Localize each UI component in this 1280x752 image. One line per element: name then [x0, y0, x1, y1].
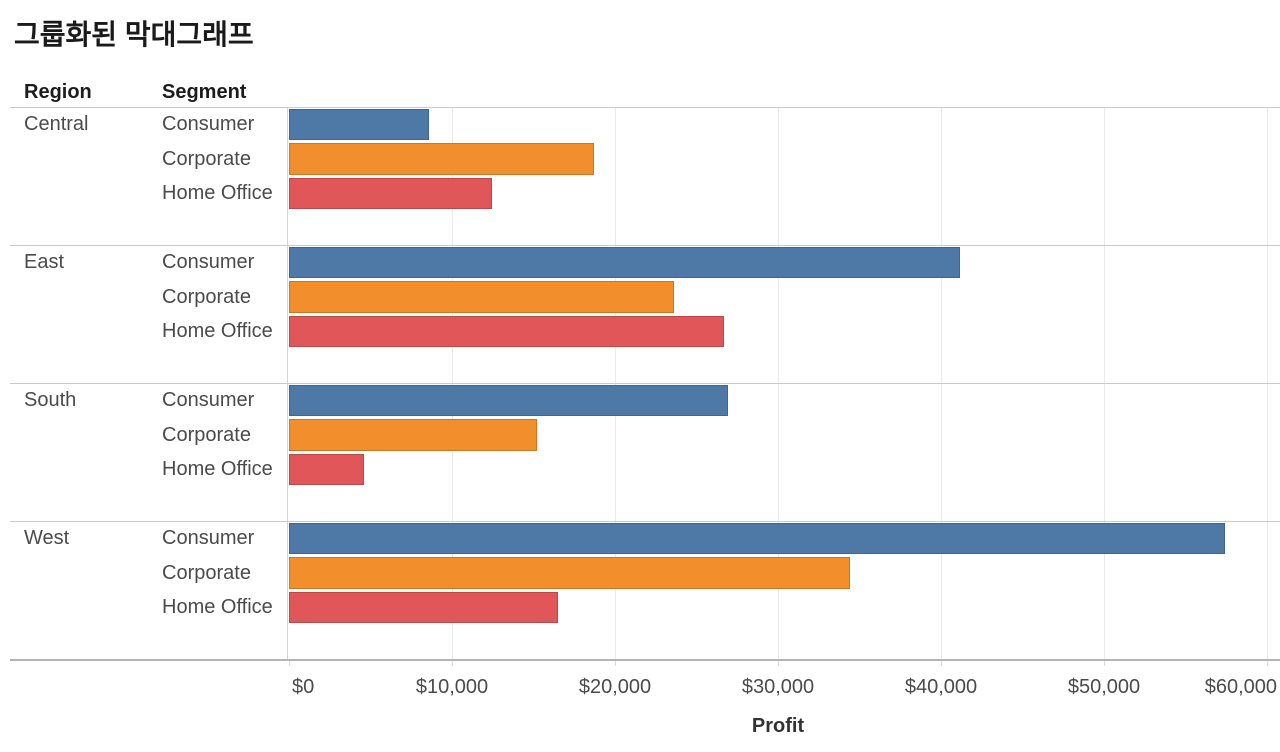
column-header-segment: Segment — [162, 81, 247, 103]
bar-east-corporate[interactable] — [289, 281, 675, 313]
chart-title: 그룹화된 막대그래프 — [14, 19, 254, 50]
segment-label-central-corporate[interactable]: Corporate — [162, 147, 251, 170]
region-label-central[interactable]: Central — [24, 113, 89, 135]
x-tick-label: $30,000 — [741, 676, 815, 698]
segment-label-west-corporate[interactable]: Corporate — [162, 561, 251, 584]
band-divider — [10, 383, 1280, 384]
bar-west-consumer[interactable] — [289, 522, 1226, 554]
x-tick-label: $60,000 — [1204, 676, 1277, 698]
band-divider — [10, 245, 1280, 246]
bar-south-consumer[interactable] — [289, 384, 728, 416]
bar-central-home-office[interactable] — [289, 177, 492, 209]
segment-label-south-consumer[interactable]: Consumer — [162, 389, 255, 411]
segment-label-west-home-office[interactable]: Home Office — [162, 596, 273, 618]
bar-west-corporate[interactable] — [289, 557, 851, 589]
column-header-region: Region — [24, 81, 92, 103]
axis-tick — [289, 661, 290, 666]
segment-label-east-home-office[interactable]: Home Office — [162, 320, 273, 342]
region-label-east[interactable]: East — [24, 251, 65, 273]
segment-label-west-consumer[interactable]: Consumer — [162, 527, 255, 549]
x-axis-title: Profit — [751, 715, 805, 737]
x-tick-label: $40,000 — [904, 676, 978, 698]
axis-tick — [778, 661, 779, 666]
segment-label-south-home-office[interactable]: Home Office — [162, 458, 273, 480]
axis-tick — [615, 661, 616, 666]
segment-label-east-consumer[interactable]: Consumer — [162, 251, 255, 273]
axis-tick — [941, 661, 942, 666]
bar-east-home-office[interactable] — [289, 315, 725, 347]
band-divider — [10, 521, 1280, 522]
segment-label-central-home-office[interactable]: Home Office — [162, 182, 273, 204]
bar-central-consumer[interactable] — [289, 108, 429, 140]
region-label-south[interactable]: South — [24, 389, 77, 411]
axis-tick — [452, 661, 453, 666]
bar-central-corporate[interactable] — [289, 143, 594, 175]
bar-west-home-office[interactable] — [289, 591, 559, 623]
region-label-west[interactable]: West — [24, 527, 70, 549]
x-axis-line — [10, 659, 1280, 661]
bar-south-home-office[interactable] — [289, 453, 365, 485]
bar-south-corporate[interactable] — [289, 419, 537, 451]
header-underline — [10, 107, 1280, 108]
x-tick-label: $20,000 — [578, 676, 652, 698]
segment-label-east-corporate[interactable]: Corporate — [162, 285, 251, 308]
segment-label-central-consumer[interactable]: Consumer — [162, 113, 255, 135]
x-tick-label: $50,000 — [1067, 676, 1141, 698]
x-tick-label: $10,000 — [415, 676, 489, 698]
axis-tick — [1104, 661, 1105, 666]
segment-label-south-corporate[interactable]: Corporate — [162, 423, 251, 446]
bar-east-consumer[interactable] — [289, 246, 961, 278]
axis-tick — [1267, 661, 1268, 666]
x-tick-label: $0 — [292, 676, 315, 698]
